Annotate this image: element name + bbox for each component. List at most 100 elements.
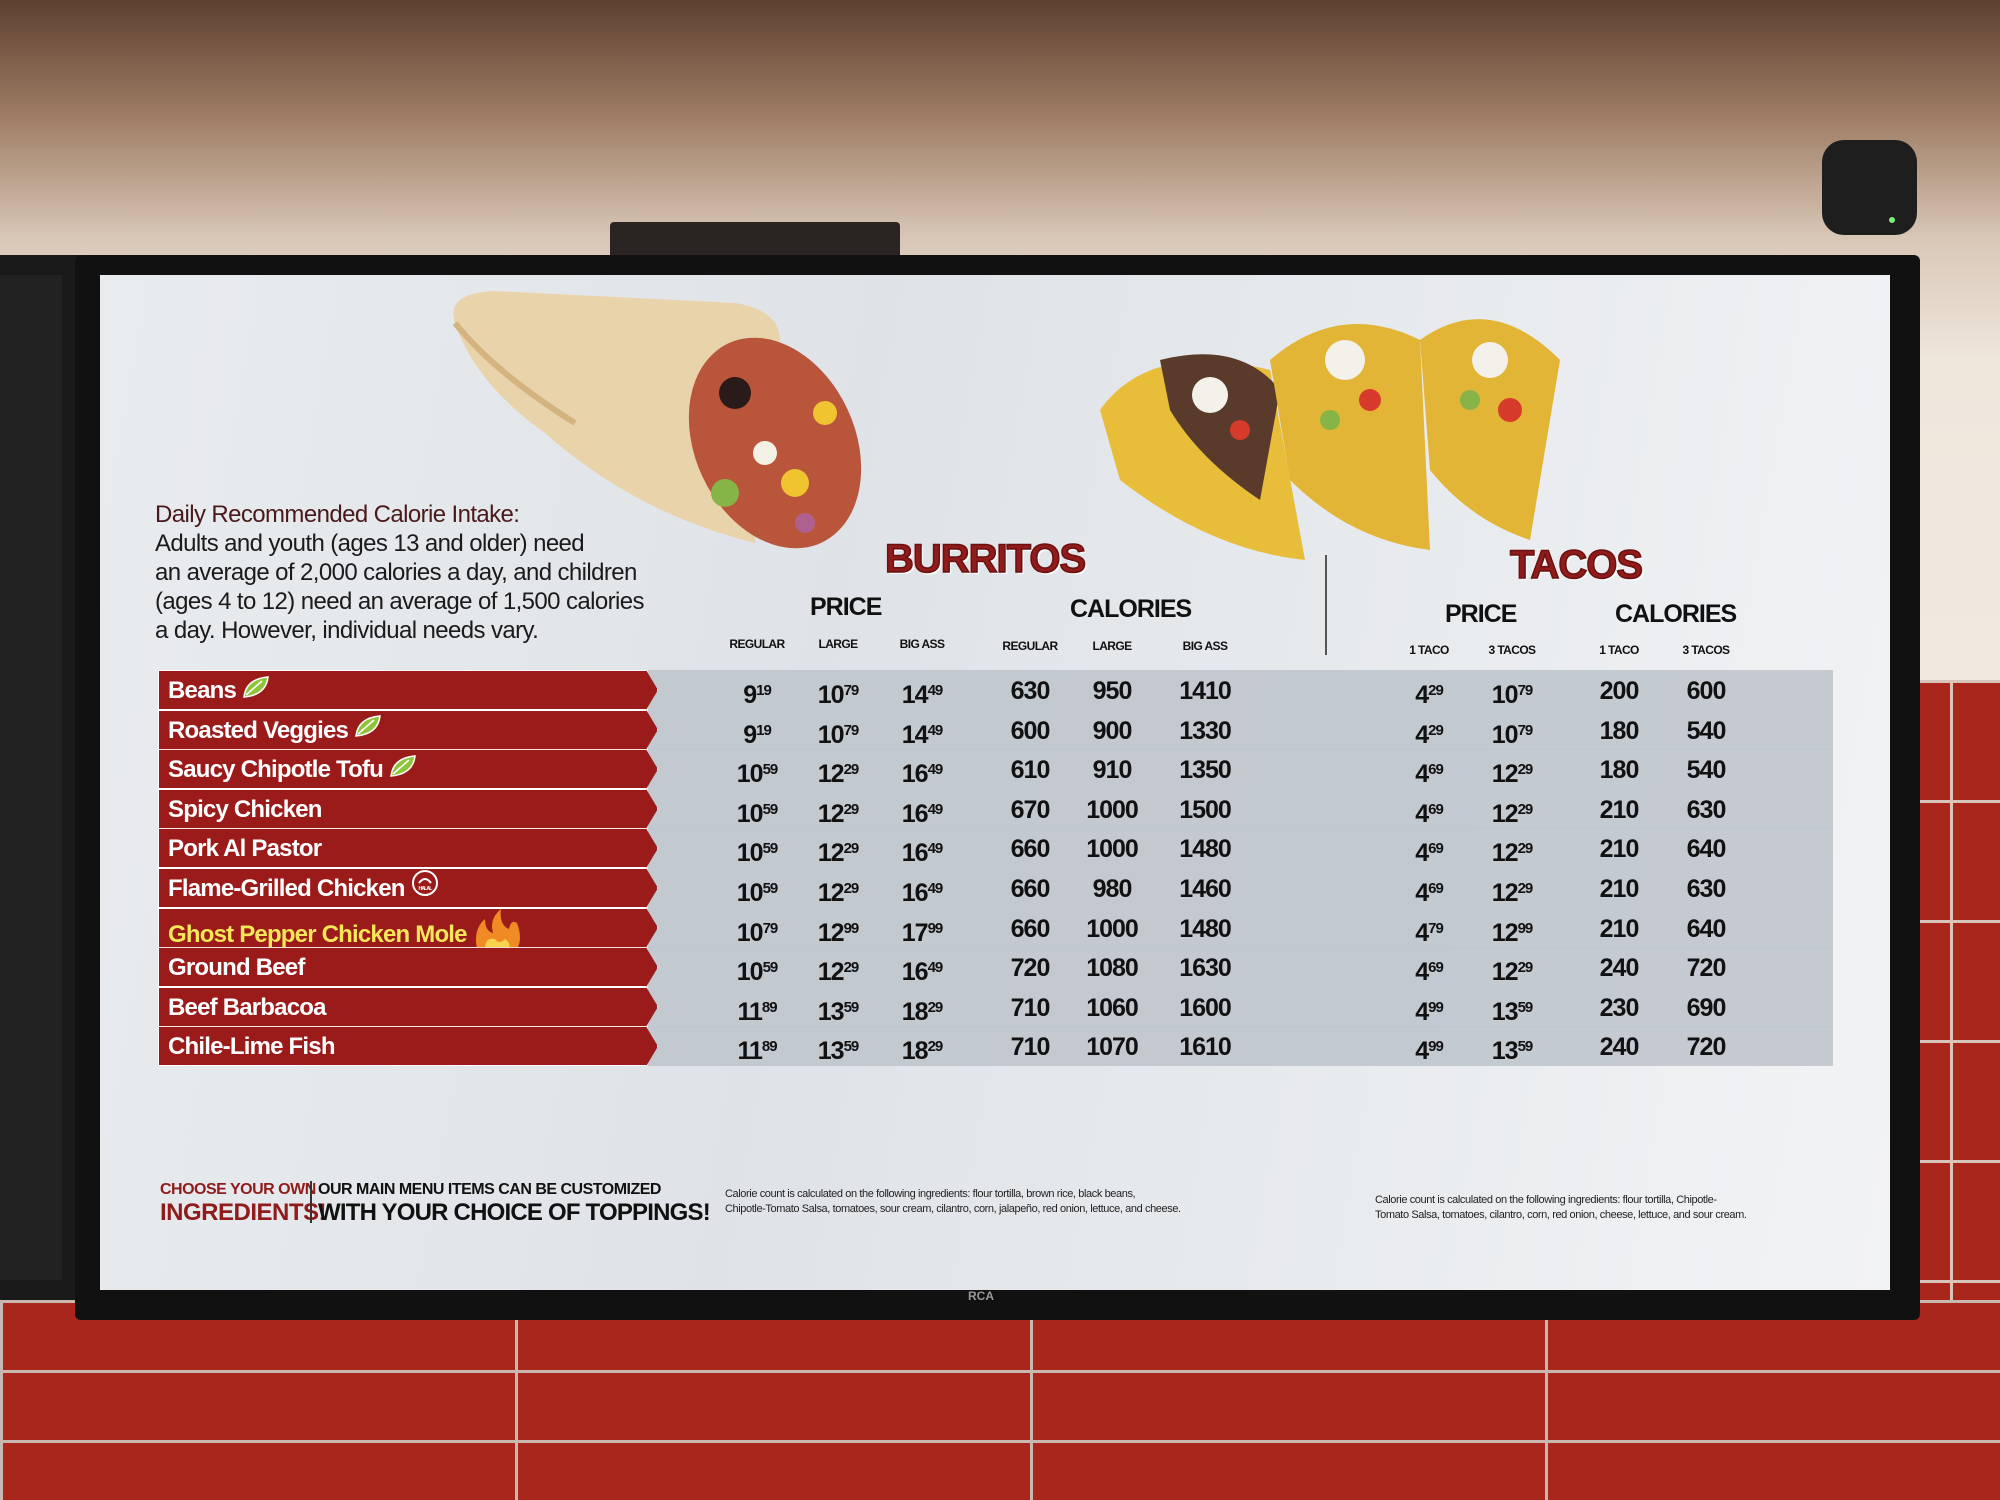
price-dollars: 10: [736, 839, 764, 868]
burrito-calories: 1630: [1179, 954, 1232, 983]
item-name-label: Saucy Chipotle Tofu: [158, 749, 658, 790]
row-background: [648, 986, 1833, 1027]
taco-calories: 690: [1686, 993, 1727, 1022]
row-background: [648, 907, 1833, 948]
price-dollars: 13: [817, 1037, 845, 1066]
item-name: Chile-Lime Fish: [168, 1033, 336, 1061]
price-dollars: 16: [901, 839, 929, 868]
price-cents: 79: [1428, 919, 1444, 937]
burrito-price: 1059: [737, 868, 778, 908]
taco-price-header: PRICE: [1445, 600, 1517, 628]
taco-price: 1229: [1492, 947, 1533, 987]
camera-led: [1889, 217, 1895, 223]
row-background: [648, 947, 1833, 988]
burrito-calories: 660: [1010, 914, 1051, 943]
taco-price: 429: [1415, 670, 1444, 710]
halal-icon: HALAL: [411, 869, 439, 908]
taco-calories: 180: [1599, 716, 1640, 745]
burrito-price: 1449: [902, 710, 943, 750]
taco-price: 469: [1415, 868, 1444, 908]
calorie-intake-line: Adults and youth (ages 13 and older) nee…: [155, 530, 585, 557]
burrito-price: 1829: [902, 987, 943, 1027]
price-dollars: 13: [817, 997, 845, 1026]
taco-calories: 240: [1599, 1033, 1640, 1062]
taco-price: 499: [1415, 1026, 1444, 1066]
price-dollars: 14: [901, 681, 929, 709]
price-dollars: 13: [1491, 1037, 1519, 1066]
burrito-calories: 1080: [1086, 954, 1139, 983]
price-dollars: 12: [1491, 918, 1519, 947]
leaf-icon: [354, 711, 382, 749]
taco-price: 1229: [1492, 789, 1533, 829]
price-cents: 99: [927, 919, 944, 937]
calorie-intake-heading: Daily Recommended Calorie Intake:: [155, 501, 520, 528]
taco-calories: 210: [1599, 795, 1640, 824]
price-dollars: 4: [1415, 681, 1429, 709]
menu-row: Flame-Grilled Chicken HALAL 1059 1229 1649 66…: [158, 868, 1833, 908]
row-background: [648, 709, 1833, 750]
burrito-calories: 1350: [1179, 756, 1232, 785]
price-dollars: 4: [1415, 760, 1429, 789]
footnote-line: Tomato Salsa, tomatoes, cilantro, corn, …: [1375, 1209, 1747, 1221]
price-dollars: 10: [1491, 720, 1519, 749]
price-dollars: 10: [1491, 681, 1519, 709]
price-dollars: 12: [1491, 879, 1519, 907]
red-tile-wall-bottom: [0, 1300, 2000, 1500]
burrito-price: 1059: [737, 828, 778, 868]
price-cents: 59: [762, 959, 779, 977]
burrito-calories: 1000: [1086, 914, 1139, 943]
leaf-icon: [242, 672, 270, 710]
price-dollars: 10: [817, 681, 845, 709]
price-dollars: 12: [817, 839, 845, 868]
price-cents: 29: [843, 800, 860, 818]
taco-price: 469: [1415, 789, 1444, 829]
burrito-price: 1359: [818, 987, 859, 1027]
footer-divider: [310, 1181, 312, 1223]
taco-price: 1079: [1492, 710, 1533, 750]
burrito-calories: 1410: [1179, 677, 1232, 705]
footer-customize-big: WITH YOUR CHOICE OF TOPPINGS!: [318, 1199, 711, 1226]
item-name: Ground Beef: [168, 954, 305, 982]
burrito-price: 1229: [818, 749, 859, 789]
taco-calories: 640: [1686, 914, 1727, 943]
menu-row: Ghost Pepper Chicken Mole 1079 1299 1799 660…: [158, 907, 1833, 948]
burrito-calories: 660: [1010, 835, 1051, 864]
price-cents: 59: [1517, 1038, 1534, 1056]
price-cents: 49: [927, 880, 944, 897]
taco-calories: 540: [1686, 716, 1727, 745]
price-dollars: 9: [743, 720, 757, 749]
menu-row: Beans 919 1079 1449 630 950 1410 429 1079 200 600: [158, 670, 1833, 710]
item-name-label: Roasted Veggies: [158, 709, 658, 750]
burrito-price: 1079: [818, 670, 859, 710]
price-dollars: 16: [901, 760, 929, 789]
price-dollars: 11: [737, 997, 762, 1026]
burrito-calories: 1060: [1086, 993, 1139, 1022]
burrito-calories: 1000: [1086, 795, 1139, 824]
burrito-price: 1299: [818, 908, 859, 948]
footnote-line: Calorie count is calculated on the follo…: [1375, 1194, 1717, 1206]
burrito-price: 1059: [737, 789, 778, 829]
price-dollars: 13: [1491, 997, 1519, 1026]
price-cents: 29: [1428, 721, 1444, 739]
menu-row: Spicy Chicken 1059 1229 1649 670 1000 1500 469 1…: [158, 788, 1833, 829]
price-cents: 49: [927, 840, 944, 858]
footnote-line: Chipotle-Tomato Salsa, tomatoes, sour cr…: [725, 1203, 1181, 1215]
taco-price: 469: [1415, 947, 1444, 987]
item-name-label: Chile-Lime Fish: [158, 1026, 658, 1067]
taco-calories: 210: [1599, 875, 1640, 903]
price-dollars: 4: [1415, 720, 1429, 749]
calorie-intake-line: a day. However, individual needs vary.: [155, 617, 539, 644]
burrito-price: 1649: [902, 749, 943, 789]
price-dollars: 18: [901, 997, 929, 1026]
burrito-calories: 710: [1010, 993, 1051, 1022]
price-dollars: 9: [743, 681, 757, 709]
price-cents: 69: [1428, 840, 1444, 858]
burrito-calories: 660: [1010, 875, 1051, 903]
price-dollars: 12: [1491, 958, 1519, 987]
burrito-price: 1359: [818, 1026, 859, 1066]
taco-calories: 720: [1686, 954, 1727, 983]
row-background: [648, 1026, 1833, 1067]
burrito-image: [452, 291, 862, 549]
burrito-price: 1229: [818, 828, 859, 868]
price-dollars: 16: [901, 799, 929, 828]
